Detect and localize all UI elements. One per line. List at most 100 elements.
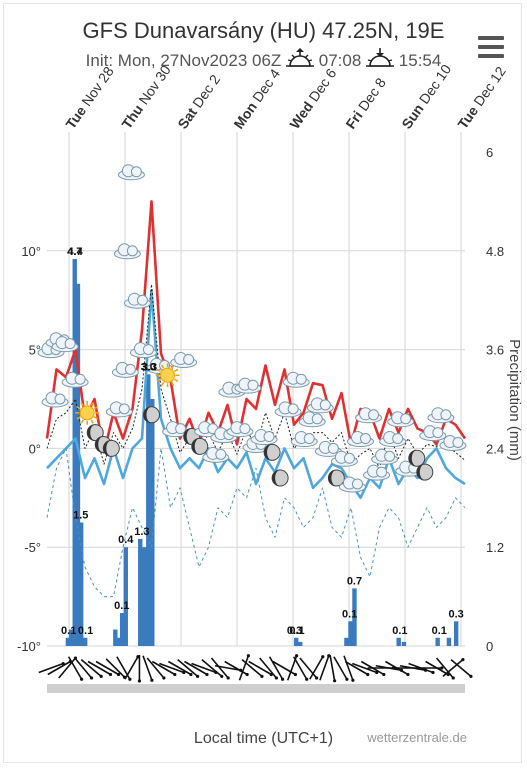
wind-barb-tail [189,672,193,677]
init-time: Init: Mon, 27Nov2023 06Z [85,51,282,70]
wind-barb [167,660,192,676]
sunset-time: 15:54 [398,51,442,70]
cloud-icon [117,164,145,181]
precip-data-label: 0.3 [287,625,302,637]
precip-bar [293,637,299,646]
cloud-icon [113,243,141,260]
wind-barb-tail [406,672,410,677]
wind-barb-tail [99,674,103,678]
cloud-icon [123,292,151,309]
wind-barb [151,660,176,676]
wind-barb-tail [305,677,309,681]
precip-bar [142,547,147,646]
wind-barb [146,657,165,679]
precip-data-label: 0.1 [78,625,93,637]
cloud-icon [306,397,334,414]
wind-barb-tail [382,672,386,677]
cloud-icon [347,431,374,448]
wind-barb [238,655,250,681]
wind-barb-tail [80,677,84,681]
precip-data-label: 1.5 [73,510,88,522]
day-label: Tue Dec 12 [454,63,509,131]
precip-bar [72,259,77,646]
wind-barb [74,657,93,679]
precip-data-label: 0.1 [61,625,76,637]
cloud-icon [111,361,139,378]
cloud-icon [41,391,69,408]
wind-barb-tail [137,679,142,683]
moon-icon [263,443,281,461]
precip-bar [119,613,125,646]
wind-barb [259,657,278,679]
precip-bar [138,538,143,646]
menu-button[interactable] [478,36,504,58]
precip-data-label: 4.7 [67,246,82,258]
wind-barb-tail [116,672,121,677]
wind-barb [214,664,241,672]
y-right-tick-label: 4.8 [486,244,504,259]
cloud-icon [371,448,399,465]
precip-data-label: 0.1 [289,625,304,637]
y-left-tick-label: 10° [21,244,41,259]
wind-barb-tail [128,677,132,681]
precip-bar [352,588,357,646]
chart-title: GFS Dunavarsány (HU) 47.25N, 19E [82,18,445,43]
precip-bar [298,641,303,646]
cloud-icon [234,377,262,394]
wind-barb-tail [366,672,370,677]
wind-barb-tail [295,654,299,658]
cloud-icon [61,371,89,388]
wind-barb [293,656,308,680]
wind-barb [333,656,348,680]
series-dewpoint-line [46,447,466,598]
cloud-icon [363,464,391,481]
wind-barb-tail [173,672,177,677]
moon-icon [143,406,160,424]
wind-barb [299,657,318,679]
precip-bar [344,637,349,646]
cloud-icon [218,381,246,398]
wind-barb-tail [315,676,319,680]
cloud-icon [274,401,302,418]
wind-barb [442,659,464,677]
wind-barb-tail [226,676,230,680]
precip-data-label: 0.4 [118,534,134,546]
cloud-icon [170,351,198,368]
wind-barb [210,657,229,679]
precip-bar [150,399,155,646]
precip-bar [453,621,459,646]
moon-icon [86,424,104,442]
wind-barb-tail [345,677,349,681]
wind-barb [272,660,296,676]
wind-barb [224,660,248,676]
wind-barb-tail [469,674,473,678]
cloud-icon [226,421,254,438]
cloud-icon [210,427,238,444]
precip-bar [446,637,452,646]
series-min-line [46,288,466,500]
moon-icon [416,463,434,481]
wind-barb [67,656,83,680]
chart-subtitle: Init: Mon, 27Nov2023 06Z 07:08 15:54 [0,48,527,71]
wind-barb [80,659,102,677]
wind-barb [425,660,449,676]
wind-barb [177,659,199,677]
wind-barb [241,659,263,677]
cloud-icon [282,371,310,388]
precip-bar [116,637,121,646]
sun-icon [155,363,180,388]
precip-bar [123,547,128,646]
cloud-icon [439,434,467,451]
cloud-icon [290,431,318,448]
y-left-tick-label: -5° [24,540,41,555]
precip-data-label: 0.1 [342,608,357,620]
wind-band [47,684,465,693]
wind-barb [38,662,64,674]
precip-bar [401,641,407,646]
cloud-icon [355,407,383,424]
wind-barb [268,656,284,680]
moon-icon [327,469,345,487]
wind-barb [329,655,336,681]
precip-bar [82,637,88,646]
precip-data-label: 0.1 [392,625,407,637]
